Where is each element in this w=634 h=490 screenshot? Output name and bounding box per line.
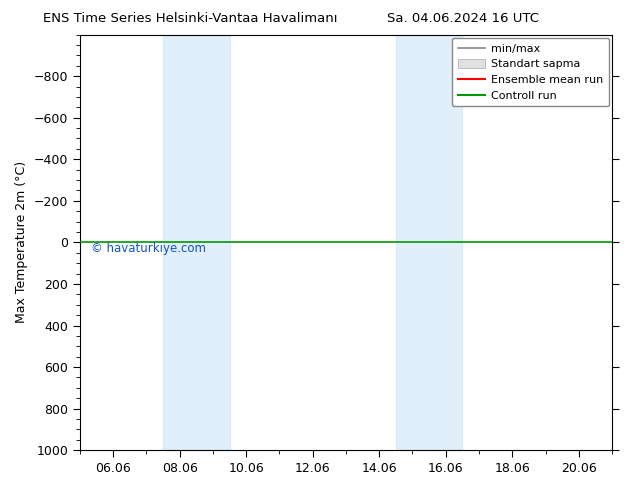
Bar: [396, 35, 462, 450]
Bar: [163, 35, 230, 450]
Y-axis label: Max Temperature 2m (°C): Max Temperature 2m (°C): [15, 161, 28, 323]
Text: ENS Time Series Helsinki-Vantaa Havalimanı: ENS Time Series Helsinki-Vantaa Havalima…: [43, 12, 337, 25]
Text: Sa. 04.06.2024 16 UTC: Sa. 04.06.2024 16 UTC: [387, 12, 539, 25]
Legend: min/max, Standart sapma, Ensemble mean run, Controll run: min/max, Standart sapma, Ensemble mean r…: [452, 38, 609, 106]
Text: © havaturkiye.com: © havaturkiye.com: [91, 242, 205, 255]
